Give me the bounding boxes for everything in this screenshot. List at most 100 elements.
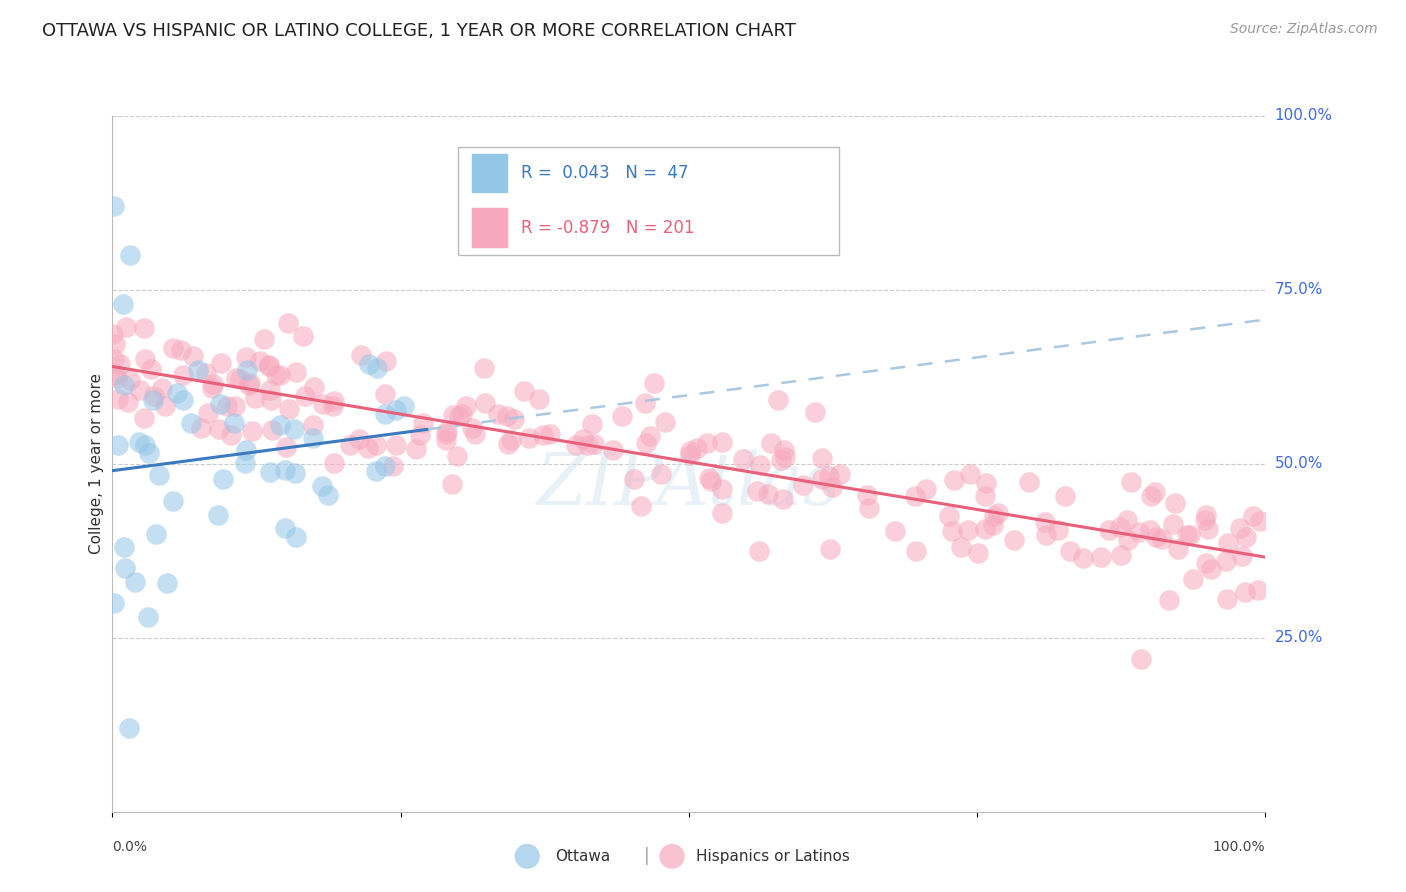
Point: [517, 431, 540, 445]
Point: [277, 316, 299, 330]
Point: [811, 451, 834, 466]
Point: [686, 442, 709, 456]
Point: [322, 456, 344, 470]
Point: [983, 508, 1005, 523]
Point: [132, 411, 155, 425]
Point: [162, 342, 184, 356]
Point: [107, 438, 129, 452]
Point: [142, 392, 165, 407]
Point: [366, 361, 388, 376]
Point: [461, 421, 484, 435]
Point: [1199, 561, 1222, 575]
Text: 100.0%: 100.0%: [1213, 839, 1265, 854]
Point: [136, 610, 159, 624]
Point: [610, 409, 633, 423]
Point: [148, 468, 170, 483]
Point: [117, 395, 139, 409]
Point: [208, 422, 231, 436]
Point: [207, 508, 229, 522]
Point: [474, 396, 496, 410]
Point: [904, 489, 927, 503]
Point: [111, 297, 134, 311]
Point: [374, 387, 396, 401]
Point: [304, 380, 326, 394]
Point: [233, 456, 256, 470]
Point: [773, 450, 796, 464]
Point: [118, 721, 141, 735]
Point: [385, 403, 408, 417]
Point: [278, 402, 301, 417]
Point: [273, 520, 295, 534]
Point: [1130, 651, 1153, 665]
Point: [1161, 517, 1184, 532]
Point: [1144, 530, 1167, 544]
Point: [904, 543, 927, 558]
Point: [1197, 522, 1219, 536]
Point: [181, 349, 204, 363]
Point: [108, 357, 131, 371]
Point: [187, 363, 209, 377]
Point: [166, 385, 188, 400]
Y-axis label: College, 1 year or more: College, 1 year or more: [89, 374, 104, 554]
Point: [650, 467, 672, 481]
Point: [581, 417, 603, 431]
Point: [243, 391, 266, 405]
Point: [450, 408, 472, 422]
Point: [700, 474, 723, 488]
Point: [772, 443, 794, 458]
Text: R =  0.043   N =  47: R = 0.043 N = 47: [520, 164, 688, 182]
Point: [811, 472, 834, 486]
Point: [103, 596, 125, 610]
Point: [828, 467, 851, 481]
Point: [316, 487, 339, 501]
Point: [449, 409, 471, 423]
Point: [162, 494, 184, 508]
Point: [274, 463, 297, 477]
Point: [374, 459, 396, 474]
Point: [1195, 556, 1218, 570]
Point: [197, 406, 219, 420]
Point: [792, 478, 814, 492]
Point: [224, 399, 246, 413]
Point: [1108, 520, 1130, 534]
Point: [498, 437, 520, 451]
Point: [180, 417, 202, 431]
Point: [257, 359, 280, 373]
Text: |: |: [644, 847, 650, 865]
Point: [710, 434, 733, 449]
Point: [385, 438, 408, 452]
Text: Ottawa: Ottawa: [555, 849, 610, 863]
Point: [1128, 525, 1150, 540]
Point: [364, 438, 387, 452]
Point: [1002, 533, 1025, 547]
Point: [464, 426, 486, 441]
Point: [434, 433, 457, 447]
Point: [1071, 550, 1094, 565]
Point: [486, 407, 509, 421]
Point: [821, 480, 844, 494]
Point: [938, 508, 960, 523]
Point: [412, 416, 434, 430]
Text: Hispanics or Latinos: Hispanics or Latinos: [696, 849, 849, 863]
Point: [339, 437, 361, 451]
Point: [503, 411, 526, 425]
Point: [285, 529, 308, 543]
Point: [284, 466, 307, 480]
Point: [1216, 536, 1239, 550]
FancyBboxPatch shape: [458, 147, 839, 255]
Point: [322, 399, 344, 413]
Point: [124, 575, 146, 590]
Point: [260, 392, 283, 407]
Point: [654, 415, 676, 429]
Point: [1230, 549, 1253, 563]
Point: [441, 408, 464, 422]
Point: [169, 343, 191, 358]
Point: [696, 436, 718, 450]
Point: [114, 561, 136, 575]
Point: [239, 376, 262, 391]
Point: [156, 575, 179, 590]
Point: [711, 506, 734, 520]
Point: [643, 376, 665, 391]
Point: [1054, 489, 1077, 503]
Point: [858, 500, 880, 515]
